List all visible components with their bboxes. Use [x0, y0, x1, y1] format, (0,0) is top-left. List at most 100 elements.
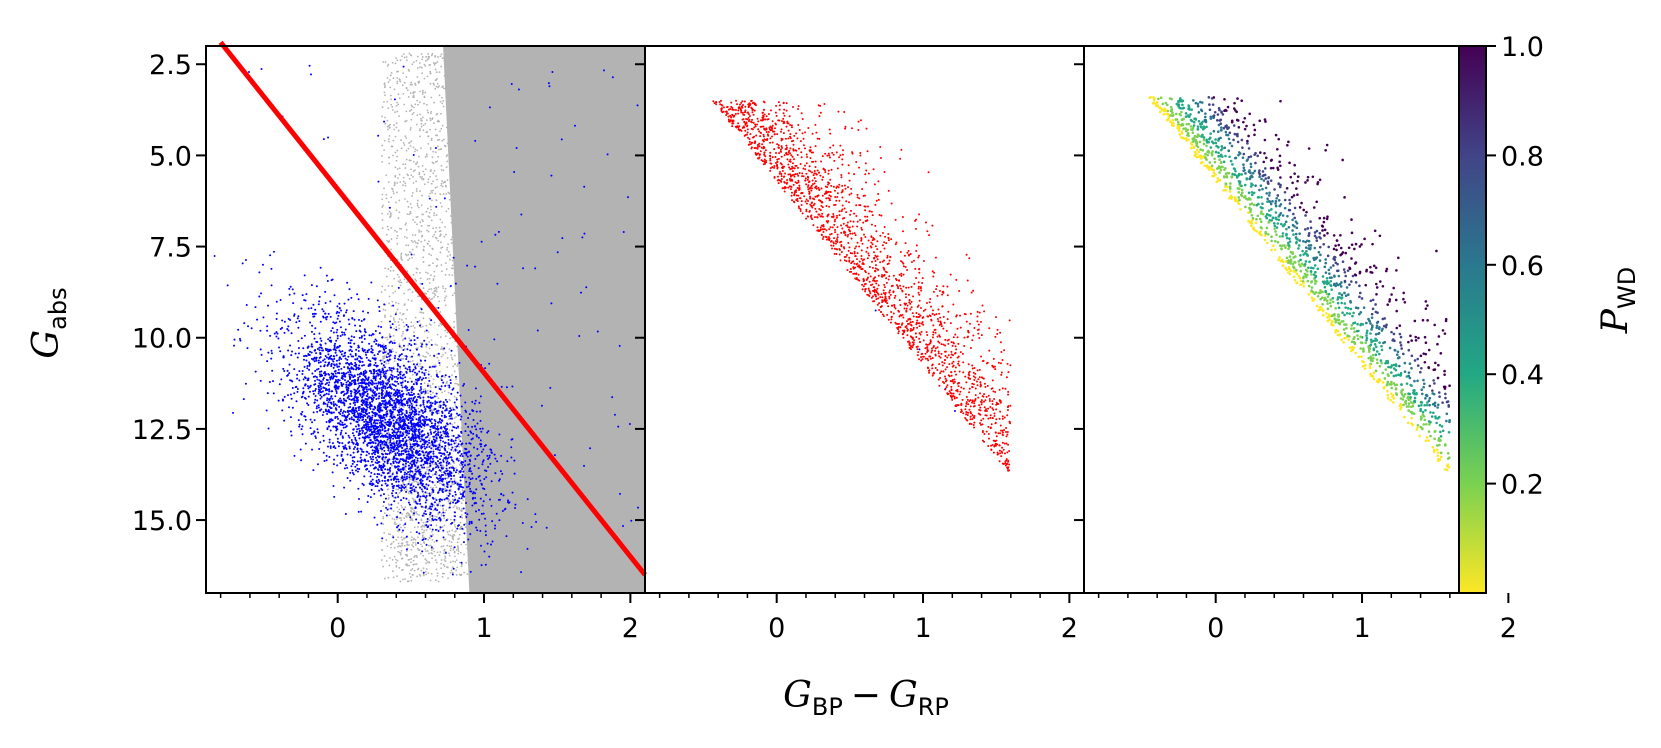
blue-point	[458, 413, 461, 416]
grey-point	[623, 496, 626, 498]
blue-point	[355, 330, 358, 333]
grey-point	[441, 124, 444, 127]
blue-point	[345, 311, 348, 314]
blue-point	[409, 516, 412, 519]
grey-point	[399, 553, 402, 556]
grey-point	[403, 526, 406, 529]
blue-point	[381, 409, 384, 412]
grey-point	[440, 483, 443, 485]
grey-point	[408, 52, 411, 55]
blue-point	[360, 410, 363, 413]
blue-point	[318, 346, 321, 349]
grey-point	[434, 484, 436, 487]
blue-point	[413, 371, 416, 374]
grey-point	[453, 477, 456, 480]
blue-point	[487, 458, 490, 461]
blue-point	[388, 320, 391, 323]
grey-point	[448, 198, 451, 201]
grey-point	[392, 317, 395, 320]
grey-point	[456, 291, 459, 294]
blue-point	[436, 481, 439, 484]
grey-point	[451, 529, 454, 532]
grey-point	[446, 248, 448, 251]
grey-point	[422, 554, 425, 557]
grey-point	[387, 181, 390, 183]
grey-point	[451, 423, 454, 426]
grey-point	[442, 193, 445, 196]
blue-point	[397, 417, 400, 420]
grey-point	[549, 471, 552, 474]
grey-point	[437, 359, 440, 362]
grey-point	[556, 451, 559, 454]
grey-point	[388, 332, 391, 335]
grey-point	[427, 383, 429, 385]
grey-point	[431, 474, 434, 476]
grey-point	[566, 465, 569, 468]
grey-point	[387, 201, 390, 203]
blue-point	[270, 357, 273, 360]
grey-point	[453, 370, 456, 373]
blue-point	[488, 555, 491, 558]
grey-point	[610, 500, 613, 503]
grey-point	[451, 482, 454, 485]
grey-point	[521, 496, 524, 499]
blue-point	[364, 371, 367, 374]
grey-point	[423, 245, 425, 248]
blue-point	[402, 415, 405, 418]
grey-point	[546, 556, 549, 559]
grey-point	[415, 554, 418, 557]
grey-point	[451, 183, 454, 185]
grey-point	[499, 507, 502, 509]
blue-point	[425, 495, 428, 498]
grey-point	[429, 117, 432, 120]
blue-point	[398, 439, 401, 442]
blue-point	[338, 302, 341, 305]
grey-point	[397, 93, 400, 96]
grey-point	[406, 555, 408, 557]
blue-point	[369, 475, 372, 478]
grey-point	[398, 227, 401, 230]
grey-point	[455, 415, 457, 418]
grey-point	[404, 578, 406, 580]
blue-point	[448, 375, 451, 378]
blue-point	[333, 322, 336, 325]
grey-point	[425, 521, 427, 524]
grey-point	[411, 508, 413, 510]
blue-point	[438, 449, 441, 452]
grey-point	[565, 560, 568, 562]
grey-point	[387, 498, 390, 500]
grey-point	[395, 488, 398, 491]
grey-point	[424, 558, 427, 560]
blue-point	[438, 462, 441, 465]
grey-point	[405, 484, 408, 487]
grey-point	[470, 484, 472, 487]
blue-point	[381, 434, 384, 437]
blue-point	[280, 378, 283, 381]
blue-point	[438, 511, 441, 514]
grey-point	[418, 573, 421, 576]
grey-point	[403, 355, 406, 357]
blue-point	[337, 378, 340, 381]
blue-point	[462, 541, 465, 544]
grey-point	[450, 110, 453, 113]
grey-point	[415, 190, 418, 192]
grey-point	[416, 199, 419, 202]
grey-point	[439, 202, 442, 204]
blue-point	[410, 344, 413, 347]
grey-point	[534, 549, 537, 552]
grey-point	[567, 510, 570, 513]
grey-point	[458, 292, 461, 294]
blue-point	[394, 454, 397, 457]
grey-point	[492, 510, 494, 513]
grey-point	[417, 407, 420, 410]
grey-point	[452, 76, 455, 79]
grey-point	[534, 545, 537, 548]
blue-point	[381, 419, 384, 422]
grey-point	[389, 324, 392, 327]
grey-point	[460, 195, 463, 197]
blue-point	[364, 351, 367, 354]
grey-point	[455, 196, 458, 198]
blue-point	[450, 417, 453, 420]
grey-point	[438, 85, 440, 87]
grey-point	[423, 536, 426, 539]
